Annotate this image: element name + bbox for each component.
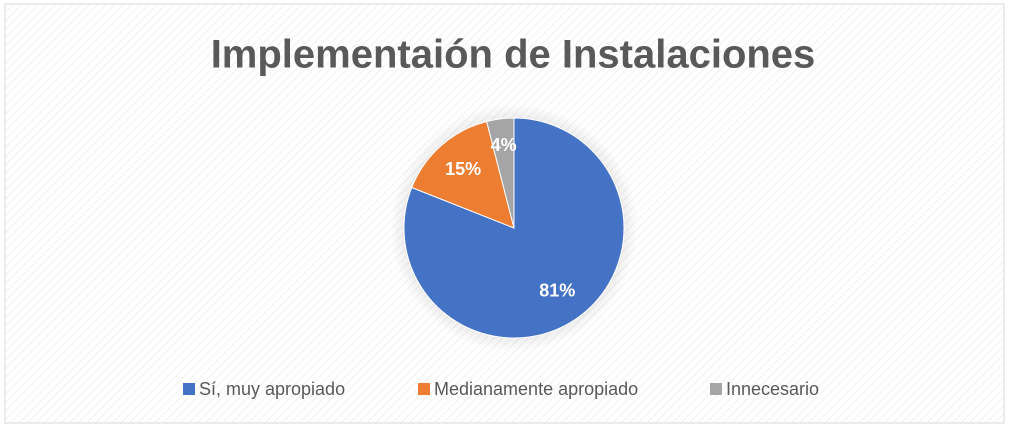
legend-swatch [418, 383, 430, 395]
legend-label: Innecesario [726, 379, 819, 399]
data-label: 4% [491, 135, 517, 155]
legend-swatch [183, 383, 195, 395]
legend-swatch [710, 383, 722, 395]
data-label: 15% [445, 159, 481, 179]
chart-title: Implementaión de Instalaciones [211, 33, 816, 77]
legend-label: Sí, muy apropiado [199, 379, 345, 399]
pie-slice [411, 120, 515, 229]
legend-label: Medianamente apropiado [434, 379, 638, 399]
data-label: 81% [539, 280, 575, 300]
pie-slice [486, 117, 515, 229]
